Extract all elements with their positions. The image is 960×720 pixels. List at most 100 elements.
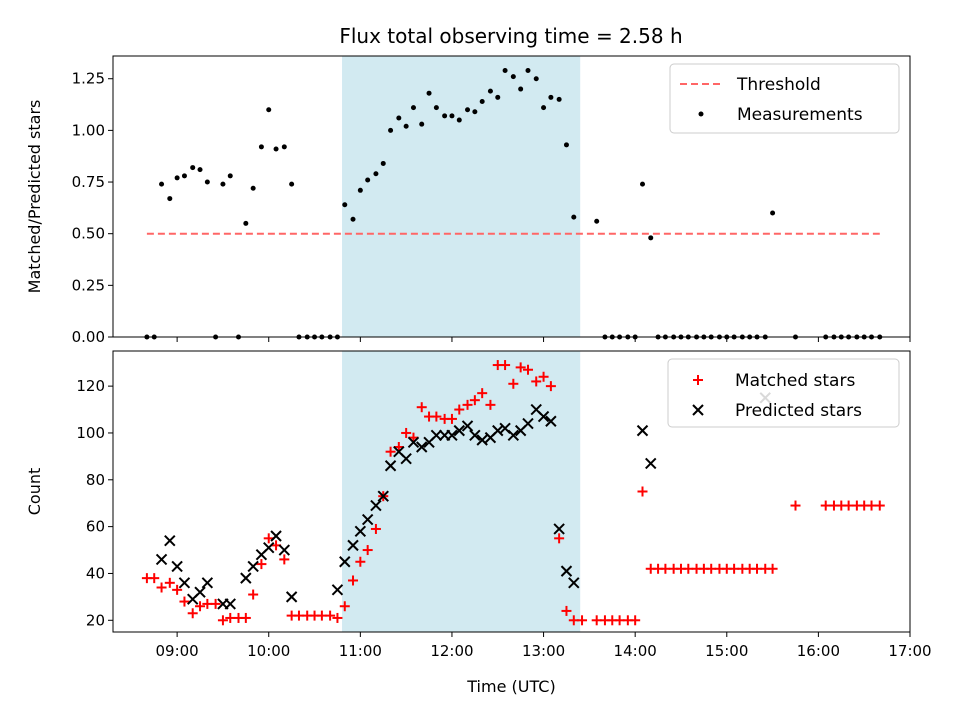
predicted-point [347,539,359,552]
measurement-point [342,202,348,208]
matched-point [446,413,457,424]
matched-point [325,610,336,621]
matched-point [630,615,641,626]
lower-panel: 20 40 60 80 100 120 09:00 10:00 11:00 12:00 13:00 1… [25,350,932,696]
measurement-point [510,74,516,80]
measurement-point [227,173,233,179]
matched-point [149,573,160,584]
matched-point [172,584,183,595]
matched-point [348,575,359,586]
measurement-point [479,98,485,104]
xtick-label: 13:00 [522,642,565,660]
predicted-point [446,429,458,442]
predicted-point-b [553,523,565,535]
matched-point [500,360,511,371]
measurement-point [174,175,180,181]
matched-point [485,399,496,410]
measurement-point [571,214,577,220]
panel2-ytick-label: 40 [86,564,105,582]
xtick-label: 14:00 [614,642,657,660]
measurement-point [563,142,569,148]
predicted-point [155,553,168,566]
measurement-point [518,86,524,92]
measurement-point [258,144,264,150]
legend-predicted-swatch-b [692,404,704,416]
panel2-ytick-label: 120 [76,377,105,395]
matched-point [545,381,556,392]
panel1-ytick-label: 0.00 [72,328,105,346]
panel2-ytick-label: 60 [86,518,105,536]
predicted-point-b [645,457,657,470]
panel1-ytick-label: 0.25 [72,276,105,294]
xtick-label: 12:00 [430,642,473,660]
measurement-point [243,220,249,226]
panel1-legend: Threshold Measurements [669,63,900,134]
matched-point [362,545,373,556]
measurement-point [556,96,562,102]
matched-point [462,399,473,410]
measurement-point [181,173,187,179]
predicted-point [476,434,488,446]
xtick-label: 16:00 [797,642,840,660]
panel2-ylabel: Count [25,468,44,516]
predicted-point [522,417,534,430]
predicted-point [370,499,382,512]
predicted-point [270,530,282,542]
measurement-point [419,121,425,127]
matched-point [240,612,251,623]
predicted-point [537,410,550,423]
predicted-point-b [393,445,405,458]
matched-point [217,615,228,626]
matched-point [577,615,588,626]
matched-point [156,582,167,593]
measurement-point [465,107,471,113]
predicted-point-b [384,460,397,472]
measurement-point [648,235,654,241]
matched-point [522,364,533,375]
predicted-point [361,513,374,526]
matched-point [515,362,526,373]
matched-point [469,395,480,406]
predicted-point [384,460,397,472]
legend-box [669,63,900,134]
matched-point [401,427,412,438]
predicted-point-b [499,422,511,434]
panel1-observing-interval [342,56,581,337]
xtick-label: 11:00 [339,642,382,660]
matched-point [454,404,465,415]
xtick-label: 17:00 [888,642,931,660]
measurement-point [197,167,203,173]
panel1-ytick-label: 0.50 [72,225,105,243]
measurement-point [388,127,394,133]
predicted-point-b [347,539,359,552]
predicted-point [461,420,474,432]
predicted-point-b [416,441,428,453]
legend-measurements-label: Measurements [737,105,863,125]
measurement-point [472,109,478,115]
predicted-point [553,523,565,535]
panel2-legend: Matched stars Predicted stars [667,358,900,428]
predicted-point-b [178,577,191,589]
upper-panel: 0.00 0.25 0.50 0.75 1.00 1.25 Matched/Predicte… [25,55,911,346]
panel1-ytick-label: 1.00 [72,121,105,139]
matched-point [538,371,549,382]
legend-threshold-label: Threshold [736,75,821,95]
measurement-point [487,88,493,94]
measurement-point [640,181,646,187]
predicted-point-b [194,586,206,598]
measurement-point [281,144,287,150]
predicted-point [240,572,252,584]
predicted-point-b [377,490,389,502]
panel2-ytick-label: 80 [86,471,105,489]
predicted-point-b [446,429,458,442]
predicted-point [285,591,298,603]
matched-point [477,388,488,399]
measurement-point [456,117,462,123]
predicted-point [247,560,259,573]
panel2-series-0 [141,360,885,626]
measurement-point [442,113,448,119]
predicted-point [339,556,351,568]
panel2-frame [112,350,911,633]
predicted-point [331,584,344,596]
